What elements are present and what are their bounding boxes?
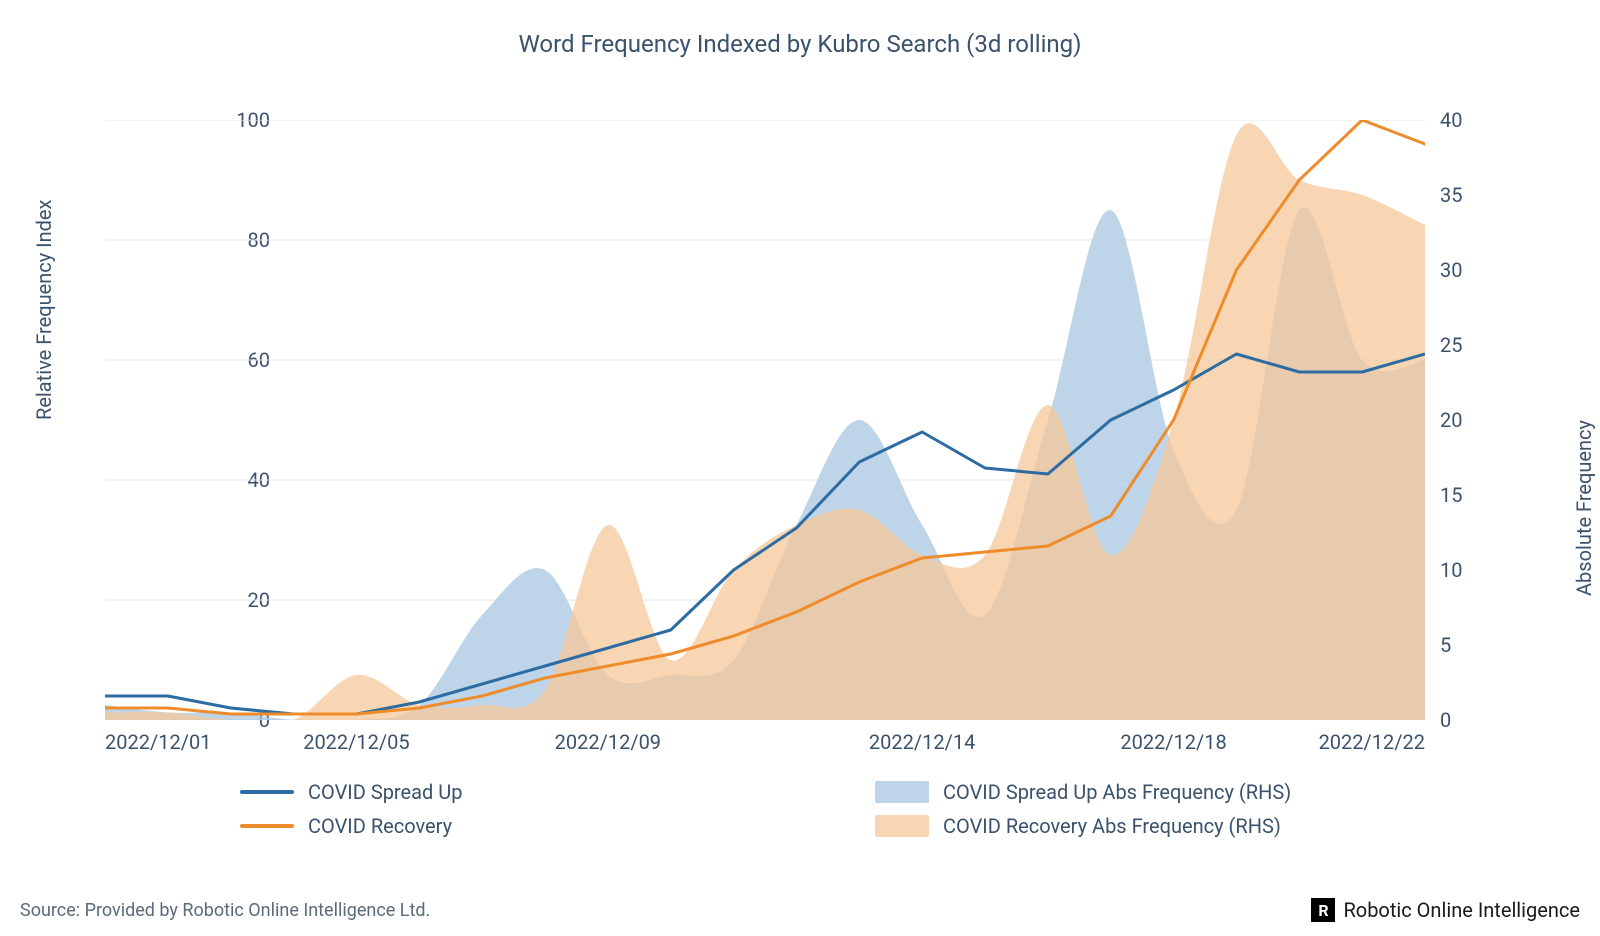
- brand-text: Robotic Online Intelligence: [1343, 898, 1580, 922]
- chart-title: Word Frequency Indexed by Kubro Search (…: [0, 0, 1600, 58]
- brand: R Robotic Online Intelligence: [1311, 898, 1580, 922]
- legend-line-swatch: [240, 824, 294, 828]
- y-tick-right: 40: [1440, 108, 1462, 132]
- legend-item: COVID Spread Up: [240, 780, 875, 804]
- x-tick: 2022/12/09: [555, 730, 661, 754]
- x-tick: 2022/12/14: [869, 730, 975, 754]
- y-tick-right: 15: [1440, 483, 1462, 507]
- brand-icon: R: [1311, 898, 1335, 922]
- legend-label: COVID Spread Up: [308, 780, 462, 804]
- y-tick-right: 35: [1440, 183, 1462, 207]
- legend: COVID Spread Up COVID Spread Up Abs Frequ…: [240, 780, 1510, 838]
- covid_recovery_area: [105, 123, 1425, 720]
- y-tick-right: 5: [1440, 633, 1451, 657]
- source-text: Source: Provided by Robotic Online Intel…: [20, 900, 430, 921]
- legend-area-swatch: [875, 815, 929, 837]
- y-tick-right: 0: [1440, 708, 1451, 732]
- x-tick: 2022/12/05: [303, 730, 409, 754]
- legend-label: COVID Recovery Abs Frequency (RHS): [943, 814, 1281, 838]
- legend-label: COVID Recovery: [308, 814, 452, 838]
- footer: Source: Provided by Robotic Online Intel…: [20, 898, 1580, 922]
- legend-line-swatch: [240, 790, 294, 794]
- x-tick: 2022/12/18: [1120, 730, 1226, 754]
- chart-svg: [105, 120, 1425, 720]
- y-tick-right: 20: [1440, 408, 1462, 432]
- y-axis-label-left: Relative Frequency Index: [32, 200, 56, 420]
- legend-area-swatch: [875, 781, 929, 803]
- x-tick: 2022/12/01: [105, 730, 211, 754]
- x-tick: 2022/12/22: [1319, 730, 1425, 754]
- y-tick-right: 10: [1440, 558, 1462, 582]
- chart-container: Word Frequency Indexed by Kubro Search (…: [0, 0, 1600, 936]
- legend-item: COVID Recovery Abs Frequency (RHS): [875, 814, 1510, 838]
- y-tick-right: 25: [1440, 333, 1462, 357]
- plot-area: [105, 120, 1425, 720]
- legend-label: COVID Spread Up Abs Frequency (RHS): [943, 780, 1291, 804]
- legend-item: COVID Recovery: [240, 814, 875, 838]
- y-axis-label-right: Absolute Frequency: [1572, 420, 1596, 596]
- legend-item: COVID Spread Up Abs Frequency (RHS): [875, 780, 1510, 804]
- y-tick-right: 30: [1440, 258, 1462, 282]
